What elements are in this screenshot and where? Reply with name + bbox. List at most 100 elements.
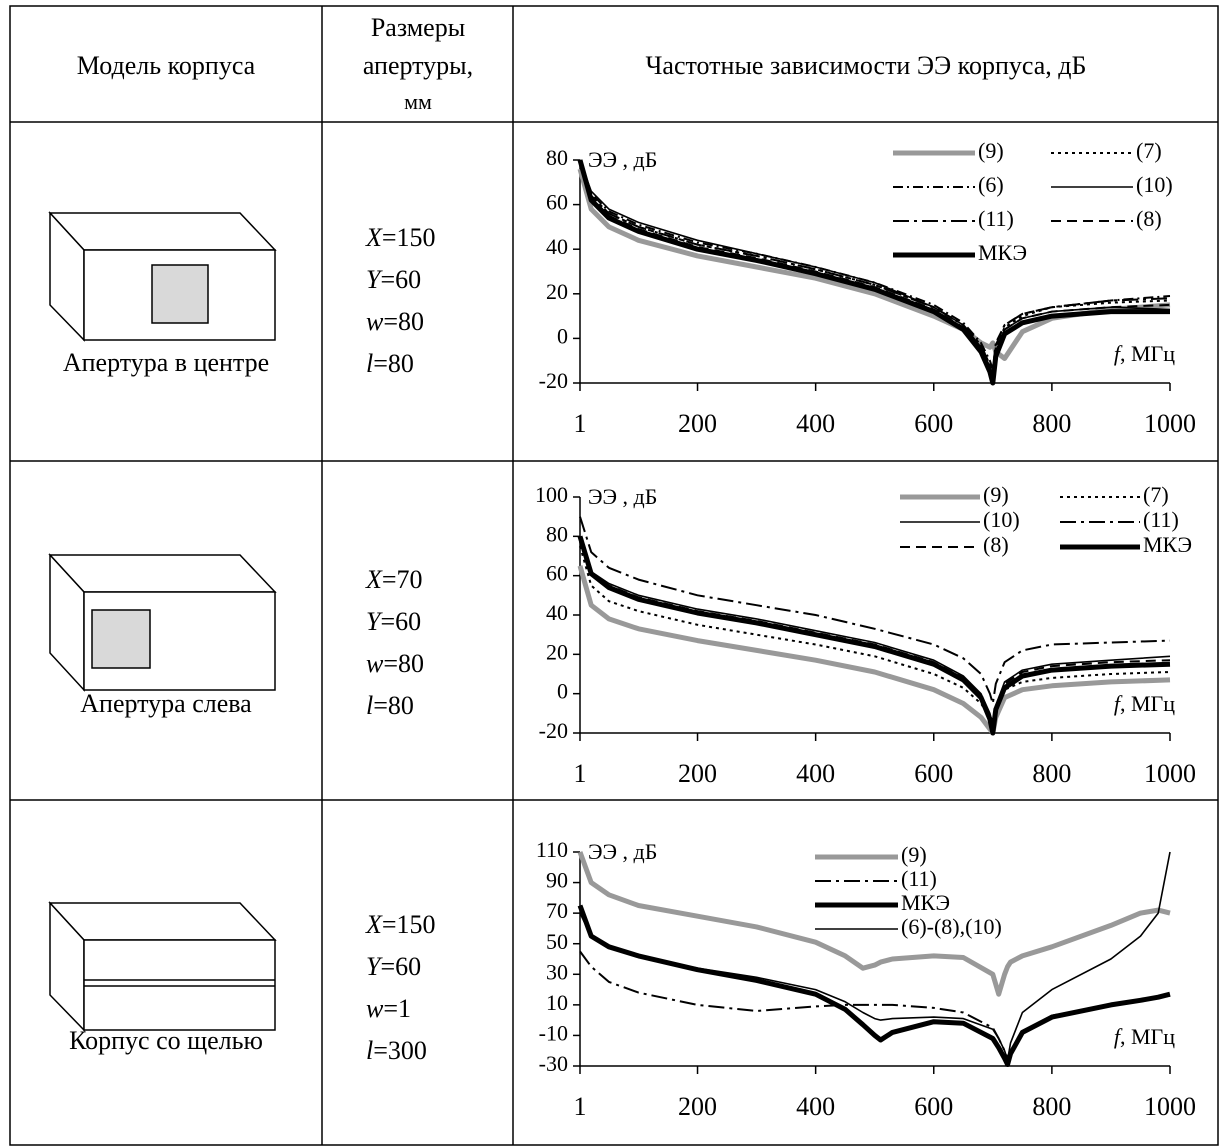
y-tick-label: 80 bbox=[546, 145, 568, 170]
dimension-value: =150 bbox=[382, 910, 436, 939]
model-label: Апертура слева bbox=[80, 689, 252, 718]
legend-label: (9) bbox=[901, 842, 927, 867]
x-axis-label-unit: , МГц bbox=[1120, 341, 1175, 366]
x-tick-label: 200 bbox=[678, 409, 717, 438]
dimension: l=300 bbox=[366, 1036, 427, 1065]
y-tick-label: 0 bbox=[557, 323, 568, 348]
y-tick-label: 0 bbox=[557, 679, 568, 704]
dimension-name: Y bbox=[366, 607, 383, 636]
dimension-name: w bbox=[366, 994, 384, 1023]
box-top bbox=[48, 212, 277, 251]
x-tick-label: 1 bbox=[574, 1092, 587, 1121]
dimension-value: =1 bbox=[383, 994, 411, 1023]
header-model: Модель корпуса bbox=[77, 51, 256, 80]
y-tick-label: 30 bbox=[546, 959, 568, 984]
dimension-value: =80 bbox=[373, 349, 414, 378]
table-grid bbox=[9, 5, 1219, 1146]
dimension: w=1 bbox=[366, 994, 411, 1023]
x-tick-label: 800 bbox=[1032, 409, 1071, 438]
x-tick-label: 800 bbox=[1032, 759, 1071, 788]
y-axis-label: ЭЭ , дБ bbox=[588, 839, 657, 864]
header-dims: апертуры, bbox=[363, 51, 473, 80]
dimension: w=80 bbox=[366, 307, 424, 336]
x-tick-label: 400 bbox=[796, 1092, 835, 1121]
y-tick-label: 70 bbox=[546, 898, 568, 923]
series-line bbox=[577, 168, 1171, 361]
chart: -30 -10 10 30 50 70 90 110 1 200 400 600 800 1000 ЭЭ ,… bbox=[536, 837, 1196, 1121]
header-dims: Размеры bbox=[371, 13, 465, 42]
series-line bbox=[579, 159, 1171, 376]
series-line bbox=[577, 159, 1170, 386]
dimension-name: X bbox=[365, 223, 383, 252]
legend-label: (7) bbox=[1136, 138, 1162, 163]
dimension-value: =150 bbox=[382, 223, 436, 252]
dimension-name: X bbox=[365, 565, 383, 594]
dimension: X=70 bbox=[365, 565, 423, 594]
legend-label: (9) bbox=[983, 482, 1009, 507]
series-line bbox=[579, 540, 1171, 726]
dimension: l=80 bbox=[366, 349, 414, 378]
y-tick-label: 100 bbox=[535, 482, 568, 507]
dimension-name: l bbox=[366, 1036, 373, 1065]
y-tick-label: -20 bbox=[539, 718, 568, 743]
dimension-value: =60 bbox=[380, 607, 421, 636]
dimension-name: Y bbox=[366, 952, 383, 981]
legend-label: (10) bbox=[1136, 172, 1173, 197]
legend-label: (6)-(8),(10) bbox=[901, 914, 1002, 939]
legend-label: МКЭ bbox=[978, 240, 1027, 265]
box-top bbox=[48, 902, 277, 941]
y-tick-label: -30 bbox=[539, 1051, 568, 1076]
series-line bbox=[579, 159, 1171, 378]
dimension-value: =80 bbox=[373, 691, 414, 720]
dimension-value: =60 bbox=[380, 265, 421, 294]
legend-label: (6) bbox=[978, 172, 1004, 197]
y-tick-label: 60 bbox=[546, 561, 568, 586]
aperture bbox=[91, 609, 151, 669]
aperture bbox=[151, 264, 209, 324]
box-left bbox=[48, 553, 277, 692]
series-line bbox=[579, 159, 1171, 371]
x-tick-label: 1 bbox=[574, 409, 587, 438]
y-tick-label: 80 bbox=[546, 521, 568, 546]
x-axis-label: f, МГц bbox=[1114, 691, 1175, 716]
series-line bbox=[579, 851, 1171, 1061]
y-tick-label: -20 bbox=[539, 368, 568, 393]
x-tick-label: 600 bbox=[914, 409, 953, 438]
box-front bbox=[83, 939, 276, 1031]
x-tick-label: 600 bbox=[914, 1092, 953, 1121]
dimension-name: X bbox=[365, 910, 383, 939]
dimension: l=80 bbox=[366, 691, 414, 720]
x-axis-label-var: f bbox=[1114, 341, 1123, 366]
dimension: Y=60 bbox=[366, 952, 421, 981]
x-axis-label-var: f bbox=[1114, 1024, 1123, 1049]
legend-label: (10) bbox=[983, 507, 1020, 532]
dimension-value: =300 bbox=[373, 1036, 427, 1065]
x-axis-label-unit: , МГц bbox=[1120, 1024, 1175, 1049]
model-label: Корпус со щелью bbox=[69, 1026, 263, 1055]
y-tick-label: 20 bbox=[546, 639, 568, 664]
legend-label: МКЭ bbox=[901, 890, 950, 915]
table-content: Апертура в центреX=150Y=60w=80l=80-20020… bbox=[63, 138, 1196, 1121]
legend-label: (11) bbox=[1143, 507, 1179, 532]
y-tick-label: 20 bbox=[546, 279, 568, 304]
x-tick-label: 600 bbox=[914, 759, 953, 788]
series-line bbox=[579, 159, 1171, 382]
legend-label: (8) bbox=[1136, 206, 1162, 231]
x-tick-label: 1000 bbox=[1144, 759, 1196, 788]
y-axis-label: ЭЭ , дБ bbox=[588, 484, 657, 509]
legend-label: (11) bbox=[901, 866, 937, 891]
x-tick-label: 1 bbox=[574, 759, 587, 788]
model-label: Апертура в центре bbox=[63, 348, 269, 377]
box-top bbox=[48, 554, 277, 593]
table-border bbox=[9, 5, 1219, 1146]
chart: -20 0 20 40 60 80 1 200 400 600 800 1000 ЭЭ , дБ f, М… bbox=[539, 138, 1196, 438]
legend-label: МКЭ bbox=[1143, 532, 1192, 557]
y-tick-label: -10 bbox=[539, 1020, 568, 1045]
series-line bbox=[579, 516, 1171, 705]
x-tick-label: 200 bbox=[678, 1092, 717, 1121]
legend-label: (11) bbox=[978, 206, 1014, 231]
header-dims: мм bbox=[404, 89, 432, 114]
dimension: w=80 bbox=[366, 649, 424, 678]
series-line bbox=[577, 565, 1171, 736]
y-tick-label: 60 bbox=[546, 190, 568, 215]
